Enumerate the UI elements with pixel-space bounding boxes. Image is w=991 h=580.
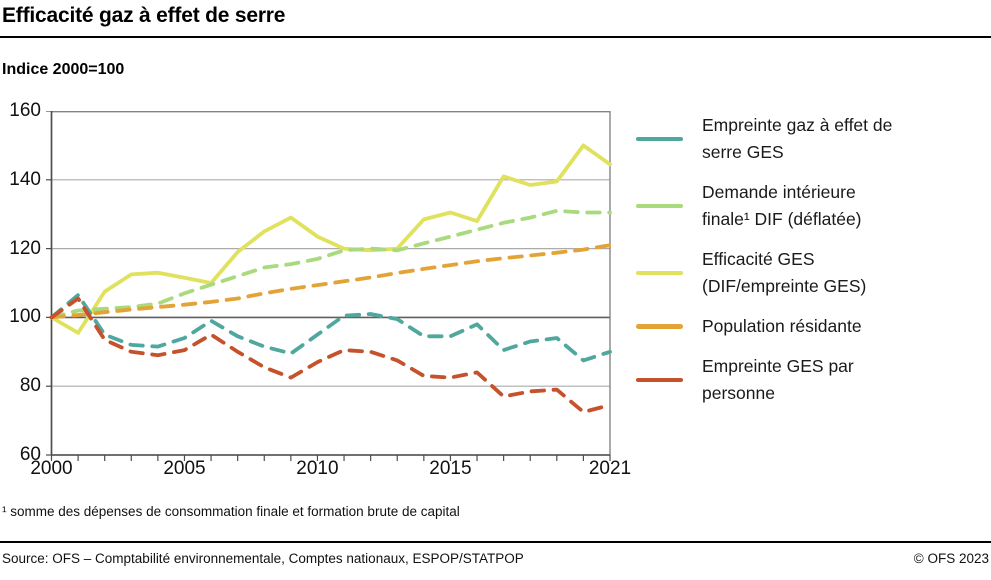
legend-item-4: Empreinte GES par personne [636,353,988,407]
y-axis-unit-label: Indice 2000=100 [2,61,125,78]
copyright-text: © OFS 2023 [913,551,989,566]
legend-label: Empreinte gaz à effet de serre GES [702,115,893,162]
footer: Source: OFS – Comptabilité environnement… [2,551,989,566]
plot-svg [46,110,612,461]
legend-label: Demande intérieure finale¹ DIF (déflatée… [702,182,862,229]
x-axis-label: 2021 [588,458,632,479]
x-axis-label: 2005 [163,458,206,479]
footer-divider [0,541,991,543]
y-axis-label: 100 [9,306,41,328]
legend-item-0: Empreinte gaz à effet de serre GES [636,112,988,166]
legend-swatch-icon [636,377,683,383]
y-axis-label: 60 [19,444,41,465]
footnote: ¹ somme des dépenses de consommation fin… [2,504,460,519]
series-line-3 [49,243,612,320]
page-title: Efficacité gaz à effet de serre [2,4,286,27]
series-line-0 [49,293,612,363]
x-axis-label: 2000 [30,458,73,479]
y-axis-label: 160 [9,100,41,121]
title-divider [0,36,991,38]
legend-item-2: Efficacité GES (DIF/empreinte GES) [636,246,988,300]
legend-label: Empreinte GES par personne [702,356,854,403]
legend-item-1: Demande intérieure finale¹ DIF (déflatée… [636,179,988,233]
legend-swatch-icon [636,136,683,142]
x-axis-label: 2015 [429,458,472,479]
y-axis-label: 120 [9,237,41,259]
y-axis-label: 80 [19,375,41,397]
legend-swatch-icon [636,270,683,276]
series-line-1 [49,208,612,320]
series-line-2 [49,143,612,335]
legend-label: Population résidante [702,316,862,336]
x-axis-label: 2010 [296,458,339,479]
legend-label: Efficacité GES (DIF/empreinte GES) [702,249,867,296]
chart-legend: Empreinte gaz à effet de serre GES Demand… [636,112,988,407]
legend-item-3: Population résidante [636,313,988,340]
source-text: Source: OFS – Comptabilité environnement… [2,551,524,566]
plot-border [50,111,611,456]
legend-swatch-icon [636,203,683,209]
legend-swatch-icon [636,324,683,329]
series-line-4 [49,296,612,414]
plot-area [40,110,616,463]
y-axis-label: 140 [9,168,41,190]
